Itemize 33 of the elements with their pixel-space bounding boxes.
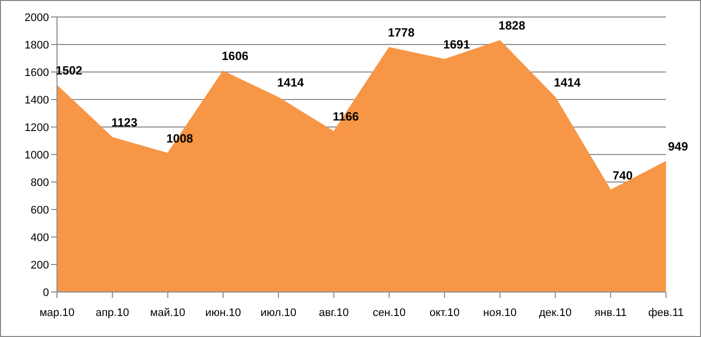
y-tick-label: 1400 <box>24 94 49 106</box>
x-tick-label: янв.11 <box>594 306 627 319</box>
x-tick-label: ноя.10 <box>483 306 517 319</box>
y-tick-label: 1200 <box>24 122 49 134</box>
x-tick-label: фев.11 <box>648 306 684 319</box>
x-tick-label: дек.10 <box>538 306 572 319</box>
data-label: 1691 <box>443 37 470 52</box>
data-label: 1828 <box>498 18 526 33</box>
data-label: 1778 <box>388 26 415 40</box>
x-tick-label: сен.10 <box>372 306 406 319</box>
y-tick-label: 1800 <box>24 39 49 52</box>
y-tick-label: 400 <box>30 232 49 244</box>
data-label: 1123 <box>111 116 138 130</box>
y-tick-label: 0 <box>42 286 49 299</box>
x-tick-label: июн.10 <box>205 306 241 319</box>
data-label: 949 <box>668 140 688 154</box>
y-tick-label: 2000 <box>24 12 49 24</box>
y-tick-label: 1600 <box>24 66 49 79</box>
y-tick-label: 600 <box>30 204 49 216</box>
data-label: 740 <box>612 168 633 182</box>
x-tick-label: мар.10 <box>39 306 75 319</box>
x-tick-label: апр.10 <box>96 306 130 319</box>
x-tick-label: окт.10 <box>429 306 460 319</box>
x-tick-label: май.10 <box>150 306 186 319</box>
data-label: 1414 <box>554 76 581 90</box>
y-tick-label: 200 <box>30 259 49 272</box>
y-tick-label: 1000 <box>24 149 49 162</box>
data-label: 1502 <box>56 63 83 78</box>
data-label: 1606 <box>222 49 249 64</box>
data-label: 1414 <box>277 76 304 90</box>
x-tick-label: июл.10 <box>260 306 296 319</box>
x-tick-label: авг.10 <box>318 306 349 319</box>
y-tick-label: 800 <box>30 176 49 189</box>
